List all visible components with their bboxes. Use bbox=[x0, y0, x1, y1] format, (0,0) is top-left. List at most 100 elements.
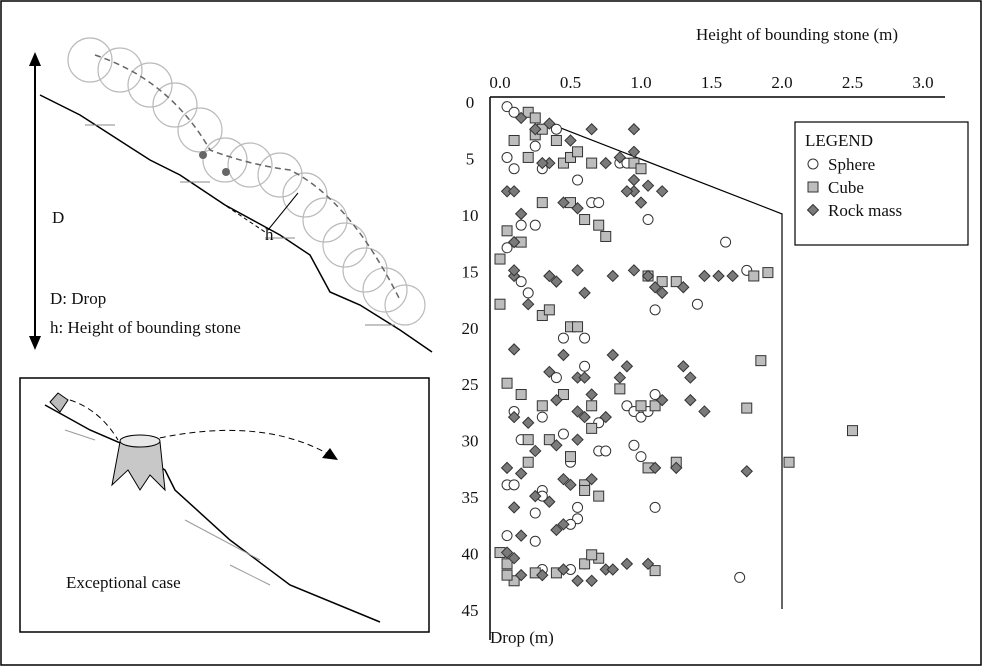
point bbox=[571, 433, 584, 446]
point bbox=[557, 196, 570, 209]
point bbox=[748, 270, 760, 282]
point bbox=[572, 174, 584, 186]
point bbox=[571, 202, 584, 215]
point bbox=[557, 518, 570, 531]
point bbox=[508, 575, 520, 587]
d-legend: D: Drop bbox=[50, 289, 106, 308]
point bbox=[515, 219, 527, 231]
point bbox=[613, 151, 627, 164]
point bbox=[698, 405, 711, 418]
x-tick-label: 1.0 bbox=[630, 73, 651, 92]
point bbox=[578, 371, 591, 384]
point bbox=[593, 490, 605, 502]
point bbox=[494, 298, 506, 310]
point bbox=[557, 157, 569, 169]
point bbox=[649, 501, 661, 513]
point bbox=[543, 365, 556, 379]
point bbox=[578, 286, 591, 300]
point bbox=[620, 360, 634, 373]
point bbox=[578, 410, 591, 424]
point bbox=[536, 568, 549, 582]
point bbox=[720, 236, 732, 248]
point bbox=[648, 461, 662, 475]
point bbox=[508, 106, 520, 118]
point bbox=[600, 445, 612, 457]
point bbox=[585, 574, 598, 587]
point bbox=[564, 478, 577, 492]
point bbox=[543, 117, 556, 130]
point bbox=[684, 371, 697, 384]
point bbox=[522, 151, 534, 163]
point bbox=[635, 400, 647, 412]
point bbox=[712, 269, 725, 283]
point bbox=[515, 276, 527, 288]
point bbox=[529, 219, 541, 231]
x-tick-label: 0.5 bbox=[560, 73, 581, 92]
point bbox=[762, 267, 774, 279]
point bbox=[515, 389, 527, 401]
point bbox=[557, 332, 569, 344]
point bbox=[543, 434, 555, 446]
x-tick-label: 2.5 bbox=[842, 73, 863, 92]
point bbox=[677, 360, 690, 373]
point bbox=[557, 472, 570, 486]
point bbox=[494, 253, 506, 265]
point bbox=[648, 281, 662, 294]
y-tick-label: 15 bbox=[462, 262, 479, 281]
point bbox=[522, 434, 534, 446]
point bbox=[634, 196, 648, 209]
point bbox=[698, 269, 711, 283]
inset-caption: Exceptional case bbox=[66, 573, 181, 592]
point bbox=[514, 467, 528, 480]
y-tick-label: 30 bbox=[462, 432, 479, 451]
point bbox=[579, 214, 591, 226]
point bbox=[508, 163, 520, 175]
point bbox=[501, 569, 513, 581]
point bbox=[655, 393, 669, 407]
y-tick-label: 5 bbox=[466, 149, 475, 168]
point bbox=[536, 156, 549, 170]
y-tick-label: 0 bbox=[466, 93, 475, 112]
y-tick-label: 45 bbox=[462, 601, 479, 620]
point bbox=[677, 281, 690, 294]
legend-label: Sphere bbox=[828, 155, 875, 174]
point bbox=[508, 135, 520, 147]
point bbox=[514, 207, 528, 221]
point bbox=[593, 219, 605, 231]
point bbox=[529, 535, 541, 547]
point bbox=[501, 101, 513, 113]
y-tick-label: 10 bbox=[462, 206, 479, 225]
point bbox=[641, 557, 655, 571]
point bbox=[543, 269, 556, 283]
point bbox=[635, 451, 647, 463]
point bbox=[522, 287, 534, 299]
y-tick-label: 20 bbox=[462, 319, 479, 338]
x-tick-label: 2.0 bbox=[771, 73, 792, 92]
point bbox=[621, 400, 633, 412]
point bbox=[649, 565, 661, 577]
point bbox=[501, 151, 513, 163]
point bbox=[613, 371, 627, 384]
legend-label: Cube bbox=[828, 178, 864, 197]
point bbox=[507, 410, 521, 424]
point bbox=[529, 507, 541, 519]
point bbox=[529, 112, 541, 124]
point bbox=[656, 276, 668, 288]
point bbox=[641, 179, 655, 192]
point bbox=[670, 276, 682, 288]
point bbox=[565, 451, 576, 463]
scatter-chart: Height of bounding stone (m) Drop (m) 0.0 0… bbox=[462, 25, 969, 647]
point bbox=[847, 425, 858, 437]
point bbox=[501, 558, 513, 570]
x-axis-title: Height of bounding stone (m) bbox=[696, 25, 898, 44]
point bbox=[572, 501, 584, 513]
point bbox=[614, 383, 626, 395]
point bbox=[649, 389, 661, 401]
y-tick-label: 40 bbox=[462, 545, 479, 564]
point bbox=[507, 185, 521, 198]
point bbox=[529, 489, 542, 503]
point bbox=[627, 145, 641, 159]
point bbox=[550, 372, 562, 384]
point bbox=[529, 140, 541, 152]
point bbox=[529, 123, 542, 136]
